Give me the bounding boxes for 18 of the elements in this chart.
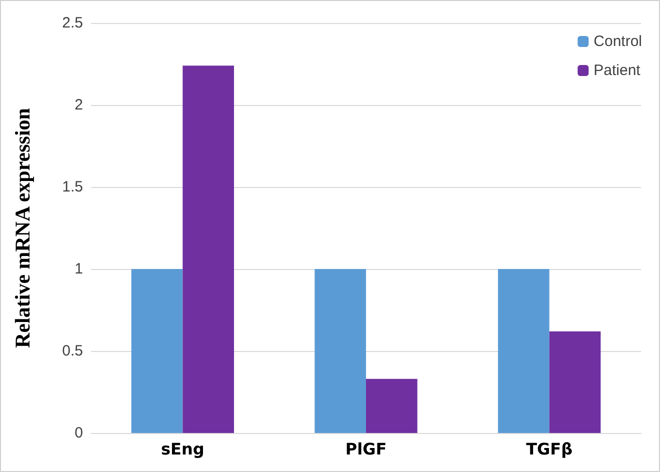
x-tick-label: sEng bbox=[161, 440, 204, 458]
bar bbox=[498, 269, 550, 433]
y-tick-label: 2.5 bbox=[62, 14, 83, 32]
y-tick-label: 2 bbox=[74, 96, 83, 114]
bar bbox=[131, 269, 183, 433]
bar bbox=[182, 66, 234, 433]
y-tick-label: 0.5 bbox=[62, 342, 83, 360]
y-tick-label: 1 bbox=[74, 260, 83, 278]
x-tick-label: TGFβ bbox=[526, 440, 573, 458]
bar bbox=[366, 378, 418, 433]
legend-label: Control bbox=[594, 33, 642, 50]
y-axis-title: Relative mRNA expression bbox=[10, 108, 34, 348]
x-tick-label: PlGF bbox=[345, 440, 387, 458]
legend-label: Patient bbox=[594, 62, 642, 79]
y-tick-label: 0 bbox=[74, 424, 83, 442]
y-tick-label: 1.5 bbox=[62, 178, 83, 196]
bar bbox=[549, 331, 601, 433]
bar bbox=[314, 269, 366, 433]
